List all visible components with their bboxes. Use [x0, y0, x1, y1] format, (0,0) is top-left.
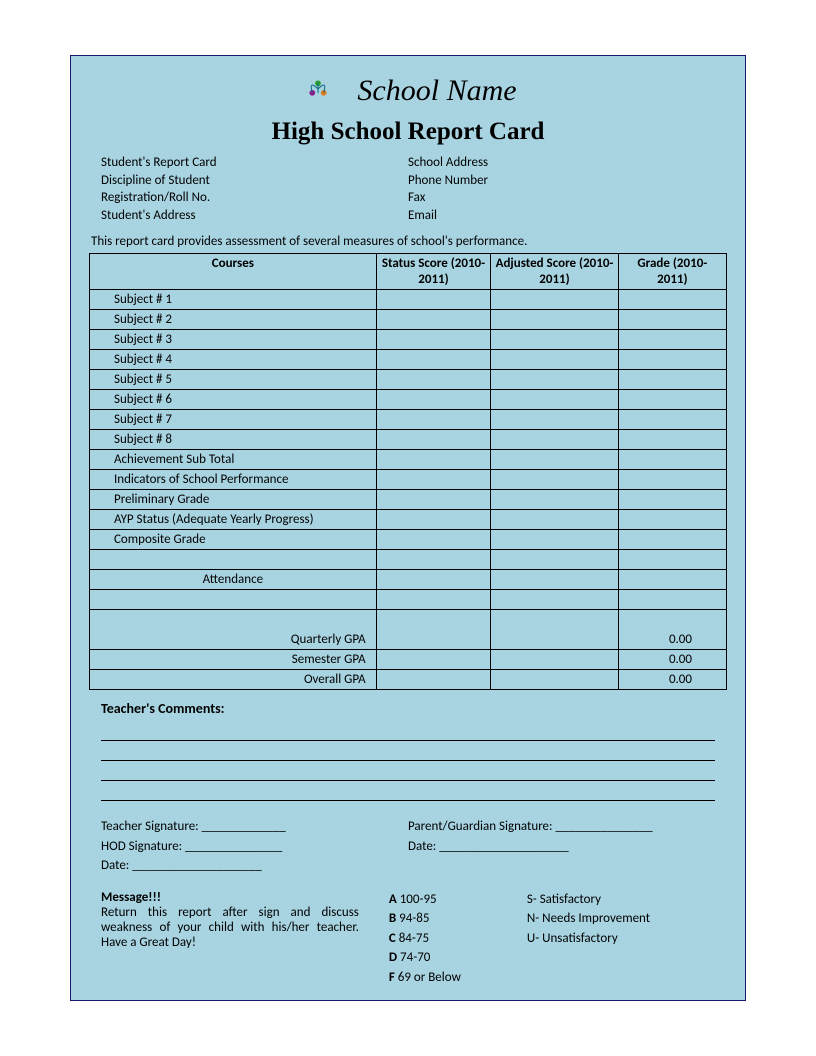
info-line: Phone Number [408, 172, 715, 190]
col-status: Status Score (2010-2011) [376, 254, 491, 290]
intro-text: This report card provides assessment of … [89, 234, 727, 249]
message-block: Message!!! Return this report after sign… [101, 890, 359, 988]
table-row: Indicators of School Performance [90, 470, 727, 490]
comment-line [101, 743, 715, 761]
message-body: Return this report after sign and discus… [101, 905, 359, 950]
gpa-row: Quarterly GPA0.00 [90, 630, 727, 650]
grade-legend: A 100-95 B 94-85 C 84-75 D 74-70 F 69 or… [379, 890, 715, 988]
table-row: Preliminary Grade [90, 490, 727, 510]
info-line: Discipline of Student [101, 172, 408, 190]
comment-line [101, 723, 715, 741]
legend-item: A 100-95 [389, 890, 499, 910]
legend-item: U- Unsatisfactory [527, 929, 650, 949]
student-info-col: Student's Report Card Discipline of Stud… [101, 154, 408, 224]
info-line: School Address [408, 154, 715, 172]
grades-table: Courses Status Score (2010-2011) Adjuste… [89, 253, 727, 690]
table-row: Subject # 1 [90, 290, 727, 310]
table-row [90, 590, 727, 610]
legend-item: D 74-70 [389, 948, 499, 968]
legend-col: S- Satisfactory N- Needs Improvement U- … [527, 890, 650, 988]
report-title: High School Report Card [89, 118, 727, 146]
legend-item: S- Satisfactory [527, 890, 650, 910]
legend-col: A 100-95 B 94-85 C 84-75 D 74-70 F 69 or… [389, 890, 499, 988]
table-row: AYP Status (Adequate Yearly Progress) [90, 510, 727, 530]
date-line: Date: ____________________ [101, 856, 408, 876]
table-row: Subject # 5 [90, 370, 727, 390]
table-row: Achievement Sub Total [90, 450, 727, 470]
legend-item: N- Needs Improvement [527, 909, 650, 929]
info-line: Student's Report Card [101, 154, 408, 172]
parent-sig-col: Parent/Guardian Signature: _____________… [408, 817, 715, 876]
signature-section: Teacher Signature: _____________ HOD Sig… [89, 803, 727, 884]
comments-heading: Teacher's Comments: [101, 700, 727, 717]
comment-lines [89, 723, 727, 801]
footer-section: Message!!! Return this report after sign… [89, 884, 727, 988]
info-line: Student's Address [101, 207, 408, 225]
table-row: Composite Grade [90, 530, 727, 550]
comment-line [101, 763, 715, 781]
header: School Name [89, 70, 727, 112]
hod-signature: HOD Signature: _______________ [101, 837, 408, 857]
gpa-row: Overall GPA0.00 [90, 670, 727, 690]
legend-item: F 69 or Below [389, 968, 499, 988]
col-adjusted: Adjusted Score (2010-2011) [491, 254, 618, 290]
teacher-sig-col: Teacher Signature: _____________ HOD Sig… [101, 817, 408, 876]
col-grade: Grade (2010-2011) [618, 254, 726, 290]
table-row: Subject # 2 [90, 310, 727, 330]
teacher-signature: Teacher Signature: _____________ [101, 817, 408, 837]
table-row: Subject # 8 [90, 430, 727, 450]
col-courses: Courses [90, 254, 377, 290]
info-line: Email [408, 207, 715, 225]
table-spacer [90, 550, 727, 570]
info-line: Registration/Roll No. [101, 189, 408, 207]
school-logo-icon [299, 70, 337, 112]
legend-item: C 84-75 [389, 929, 499, 949]
info-section: Student's Report Card Discipline of Stud… [89, 154, 727, 224]
info-line: Fax [408, 189, 715, 207]
date-line: Date: ____________________ [408, 837, 715, 857]
table-row: Subject # 7 [90, 410, 727, 430]
table-spacer [90, 610, 727, 630]
table-row: Subject # 3 [90, 330, 727, 350]
school-name: School Name [357, 74, 516, 108]
report-card: School Name High School Report Card Stud… [70, 55, 746, 1001]
school-info-col: School Address Phone Number Fax Email [408, 154, 715, 224]
table-row: Subject # 4 [90, 350, 727, 370]
comment-line [101, 783, 715, 801]
attendance-row: Attendance [90, 570, 727, 590]
table-row: Subject # 6 [90, 390, 727, 410]
legend-item: B 94-85 [389, 909, 499, 929]
table-header-row: Courses Status Score (2010-2011) Adjuste… [90, 254, 727, 290]
gpa-row: Semester GPA0.00 [90, 650, 727, 670]
message-heading: Message!!! [101, 890, 161, 905]
parent-signature: Parent/Guardian Signature: _____________… [408, 817, 715, 837]
